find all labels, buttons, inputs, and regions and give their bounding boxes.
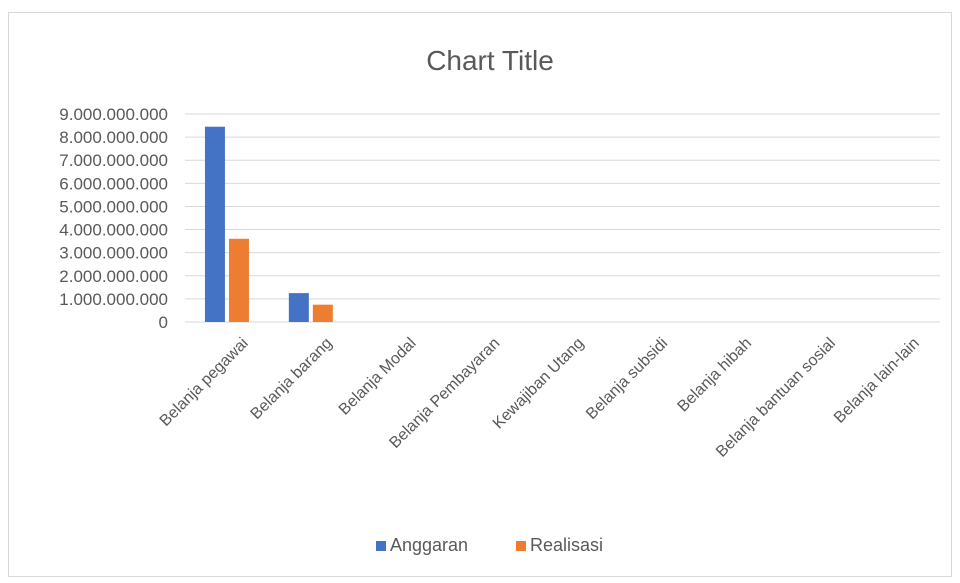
bars xyxy=(204,126,333,322)
x-tick-label: Kewajiban Utang xyxy=(490,335,588,433)
legend-swatch-realisasi xyxy=(516,541,526,551)
y-tick-label: 9.000.000.000 xyxy=(59,105,168,124)
bar-anggaran-1 xyxy=(288,293,309,322)
chart-title: Chart Title xyxy=(426,45,554,76)
y-tick-label: 6.000.000.000 xyxy=(59,174,168,193)
x-tick-label: Belanja pegawai xyxy=(157,335,252,430)
x-tick-label: Belanja lain-lain xyxy=(831,335,923,427)
x-tick-label: Belanja subsidi xyxy=(583,335,671,423)
y-tick-label: 1.000.000.000 xyxy=(59,290,168,309)
legend-label: Anggaran xyxy=(390,535,468,555)
y-tick-label: 4.000.000.000 xyxy=(59,221,168,240)
x-tick-label: Belanja barang xyxy=(248,335,336,423)
gridlines xyxy=(185,113,940,323)
legend-label: Realisasi xyxy=(530,535,603,555)
x-tick-label: Belanja Modal xyxy=(336,335,420,419)
bar-anggaran-0 xyxy=(204,126,225,322)
y-tick-label: 3.000.000.000 xyxy=(59,244,168,263)
legend-swatch-anggaran xyxy=(376,541,386,551)
x-tick-label: Belanja hibah xyxy=(675,335,756,416)
bar-realisasi-1 xyxy=(312,304,333,322)
y-axis-ticks: 0 1.000.000.000 2.000.000.000 3.000.000.000… xyxy=(59,105,168,332)
chart-frame xyxy=(8,12,952,577)
y-tick-label: 2.000.000.000 xyxy=(59,267,168,286)
legend: Anggaran Realisasi xyxy=(376,535,603,555)
y-tick-label: 5.000.000.000 xyxy=(59,197,168,216)
y-tick-label: 8.000.000.000 xyxy=(59,128,168,147)
y-tick-label: 7.000.000.000 xyxy=(59,151,168,170)
y-tick-label: 0 xyxy=(159,313,168,332)
bar-realisasi-0 xyxy=(228,238,249,322)
